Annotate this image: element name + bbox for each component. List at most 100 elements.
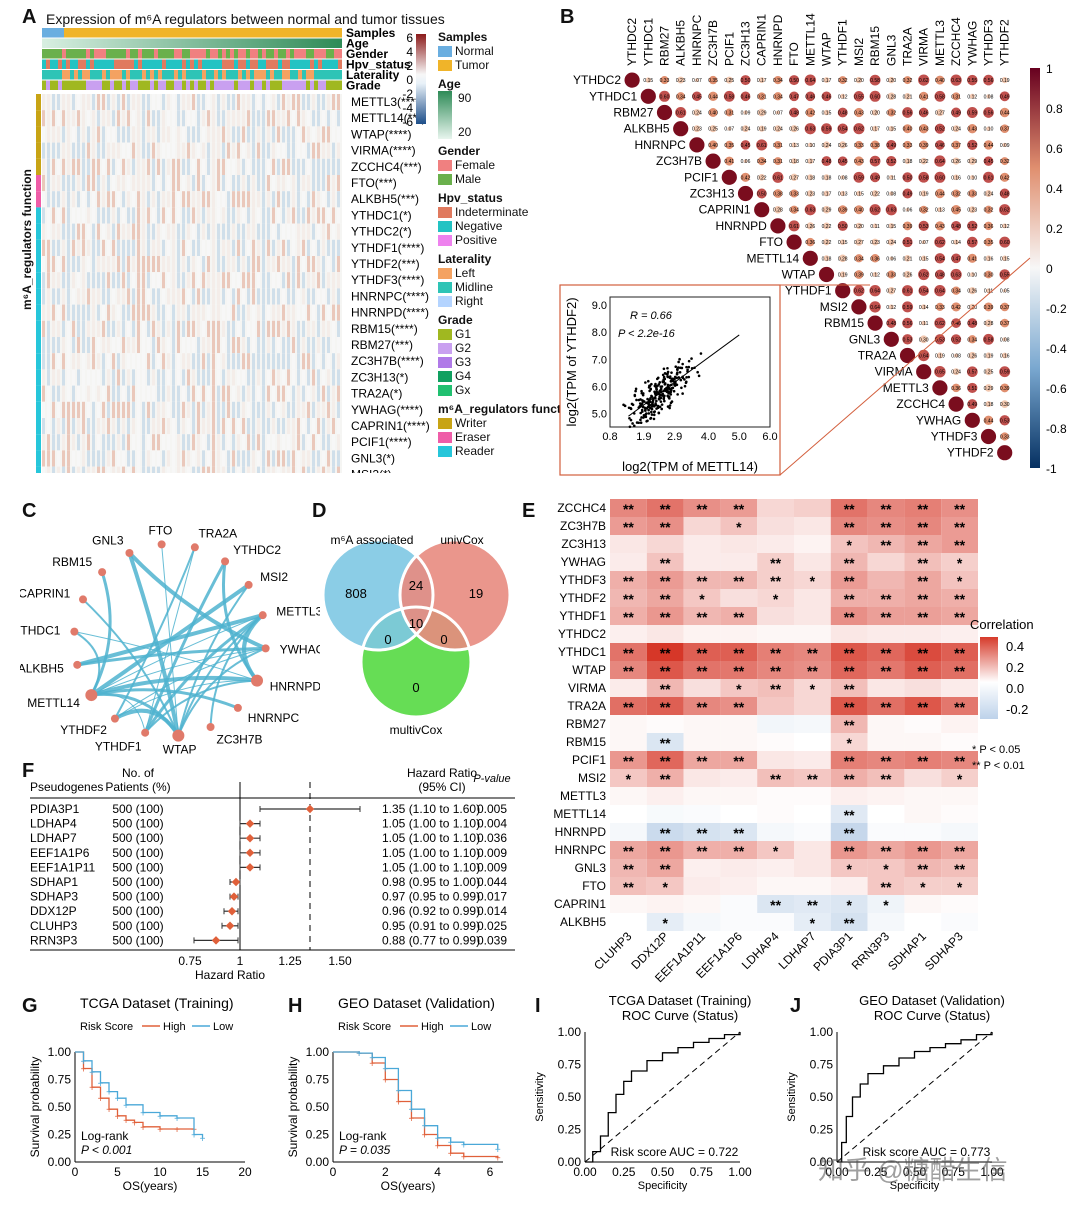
heatmap-cell bbox=[302, 223, 305, 240]
network-node bbox=[172, 729, 185, 742]
heatmap-cell bbox=[252, 207, 255, 224]
inset-ylabel: log2(TPM of YTHDF2) bbox=[564, 297, 579, 426]
heatmap-cell bbox=[217, 191, 220, 208]
scatter-point bbox=[681, 392, 684, 395]
heatmap-cell bbox=[197, 256, 200, 273]
heatmap-cell bbox=[683, 805, 721, 823]
track-gender-cell bbox=[134, 49, 138, 59]
heatmap-cell bbox=[152, 126, 155, 143]
network-edge bbox=[91, 688, 239, 710]
panel-A-ylabel-box: m⁶A_regulators function bbox=[18, 169, 40, 310]
heatmap-cell bbox=[182, 191, 185, 208]
heatmap-cell bbox=[157, 126, 160, 143]
corr-value: 0.15 bbox=[822, 111, 832, 117]
heatmap-cell bbox=[122, 142, 125, 159]
gene-label: GNL3(*) bbox=[351, 451, 395, 465]
corr-circle bbox=[953, 239, 959, 245]
heatmap-cell bbox=[332, 401, 335, 418]
heatmap-cell bbox=[122, 466, 125, 473]
corr-value: 0.20 bbox=[886, 78, 896, 84]
track-grade-cell bbox=[82, 80, 86, 90]
heatmap-cell bbox=[830, 571, 868, 589]
heatmap-cell bbox=[137, 337, 140, 354]
corr-value: 0.52 bbox=[967, 143, 977, 149]
forest-header: No. of bbox=[122, 766, 155, 780]
corr-value: 0.36 bbox=[870, 256, 880, 262]
corr-value: 0.27 bbox=[886, 289, 896, 295]
scatter-point bbox=[666, 405, 670, 408]
scatter-point bbox=[650, 403, 654, 406]
heatmap-cell bbox=[197, 466, 200, 473]
heatmap-cell bbox=[232, 207, 235, 224]
track-grade-cell bbox=[238, 80, 242, 90]
heatmap-cell bbox=[222, 288, 225, 305]
forest-row-p: 0.005 bbox=[477, 802, 507, 816]
heatmap-cell bbox=[646, 841, 684, 859]
heatmap-cell bbox=[337, 466, 340, 473]
heatmap-cell bbox=[167, 256, 170, 273]
heatmap-cell bbox=[277, 94, 280, 111]
corr-value: 0.15 bbox=[1000, 256, 1010, 262]
heatmap-cell bbox=[162, 142, 165, 159]
track-hpv_status-cell bbox=[130, 59, 134, 69]
legend-swatch bbox=[438, 418, 452, 430]
track-hpv_status-cell bbox=[158, 59, 162, 69]
track-grade-cell bbox=[142, 80, 146, 90]
gene-label: ZC3H7B(****) bbox=[351, 354, 424, 368]
corr-value: 0.53 bbox=[919, 224, 929, 230]
corr-circle bbox=[758, 77, 765, 84]
track-grade-cell bbox=[122, 80, 126, 90]
heatmap-cell bbox=[312, 401, 315, 418]
km-censor: + bbox=[395, 1087, 401, 1098]
scatter-point bbox=[649, 417, 652, 420]
corr-circle bbox=[921, 240, 926, 244]
corr-circle bbox=[952, 189, 961, 198]
heatmap-cell bbox=[67, 304, 70, 321]
function-bar-cell bbox=[36, 369, 41, 386]
heatmap-cell bbox=[47, 94, 50, 111]
scatter-point bbox=[652, 413, 656, 417]
track-grade-cell bbox=[110, 80, 114, 90]
heatmap-cell bbox=[142, 320, 145, 337]
corr-value: 0.10 bbox=[967, 273, 977, 279]
track-hpv_status-cell bbox=[258, 59, 262, 69]
heatmap-cell bbox=[192, 450, 195, 467]
heatmap-cell bbox=[227, 288, 230, 305]
track-gender-cell bbox=[42, 49, 46, 59]
legend-item: Tumor bbox=[438, 58, 579, 72]
heatmap-cell bbox=[107, 239, 110, 256]
heatmap-cell bbox=[312, 110, 315, 127]
heatmap-cell bbox=[207, 94, 210, 111]
heatmap-cell bbox=[292, 385, 295, 402]
corr-value: 0.30 bbox=[1000, 402, 1010, 408]
track-gender-cell bbox=[86, 49, 90, 59]
track-grade-cell bbox=[222, 80, 226, 90]
heatmap-cell bbox=[720, 607, 758, 625]
scatter-point bbox=[655, 399, 658, 403]
heatmap-cell bbox=[42, 369, 45, 386]
corr-scale-tick: 0.2 bbox=[1046, 222, 1063, 236]
heatmap-cell bbox=[157, 434, 160, 451]
track-gender-cell bbox=[246, 49, 250, 59]
heatmap-cell bbox=[172, 142, 175, 159]
heatmap-cell bbox=[904, 769, 942, 787]
heatmap-cell bbox=[257, 304, 260, 321]
heatmap-cell bbox=[794, 697, 831, 715]
heatmap-cell bbox=[207, 434, 210, 451]
heatmap-cell bbox=[757, 499, 794, 517]
heatmap-cell bbox=[322, 239, 325, 256]
track-gender-cell bbox=[310, 49, 314, 59]
heatmap-cell bbox=[112, 126, 115, 143]
heatmap-cell bbox=[830, 859, 868, 877]
heatmap-cell bbox=[247, 385, 250, 402]
forest-row-n: 500 (100) bbox=[112, 890, 163, 904]
significance-mark: ** bbox=[770, 663, 781, 679]
heatmap-cell bbox=[257, 191, 260, 208]
heatmap-cell bbox=[337, 353, 340, 370]
scatter-point bbox=[635, 398, 638, 402]
heatmap-cell bbox=[757, 589, 794, 607]
corr-value: 0.10 bbox=[805, 143, 815, 149]
col-label: GNL3 bbox=[884, 34, 898, 66]
track-grade-cell bbox=[326, 80, 330, 90]
corr-circle bbox=[967, 124, 977, 134]
